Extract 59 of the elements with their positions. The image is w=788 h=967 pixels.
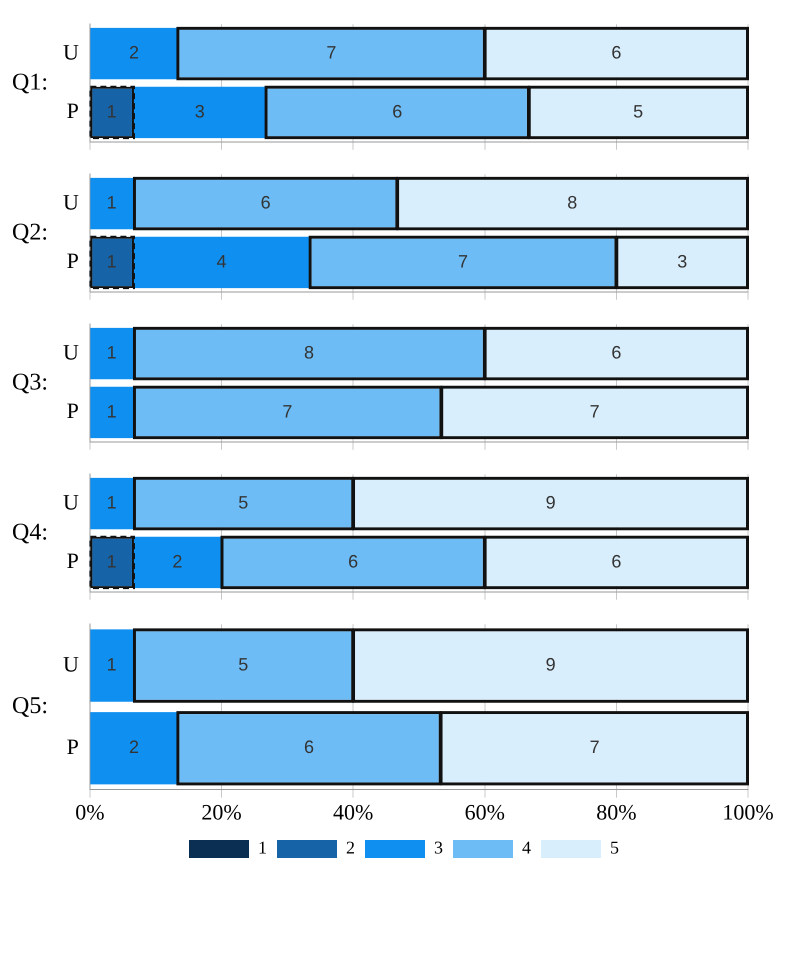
x-tick-label: 100% xyxy=(722,800,774,825)
y-axis-title: Q3: xyxy=(12,369,48,396)
annotation: 3 xyxy=(194,101,205,122)
legend-label: 2 xyxy=(346,838,355,858)
annotation: 8 xyxy=(304,342,314,363)
annotation: 7 xyxy=(590,401,600,422)
annotation: 2 xyxy=(128,42,139,63)
annotation: 1 xyxy=(106,342,117,363)
x-tick-label: 20% xyxy=(201,800,242,825)
y-tick-label: P xyxy=(66,98,79,124)
y-axis-title: Q1: xyxy=(12,69,48,96)
x-tick-label: 60% xyxy=(464,800,505,825)
annotation: 6 xyxy=(611,342,622,363)
annotation: 1 xyxy=(106,492,117,513)
y-tick-label: U xyxy=(62,189,79,214)
annotation: 5 xyxy=(633,101,644,122)
legend-label: 4 xyxy=(522,838,531,858)
legend-label: 1 xyxy=(258,838,267,858)
annotation: 1 xyxy=(106,551,117,572)
y-axis-title: Q2: xyxy=(12,219,48,246)
y-tick-label: U xyxy=(62,489,79,514)
x-tick-label: 80% xyxy=(596,800,637,825)
annotation: 1 xyxy=(106,654,117,675)
annotation: 6 xyxy=(611,42,622,63)
annotation: 7 xyxy=(590,737,600,758)
legend-label: 3 xyxy=(434,838,443,858)
annotation: 9 xyxy=(546,492,556,513)
annotation: 1 xyxy=(106,101,117,122)
annotation: 1 xyxy=(106,192,117,213)
y-tick-label: P xyxy=(66,248,79,274)
y-tick-label: P xyxy=(66,734,79,760)
y-tick-label: U xyxy=(62,651,79,676)
annotation: 6 xyxy=(348,551,358,572)
annotation: 6 xyxy=(304,737,314,758)
y-axis-title: Q5: xyxy=(12,693,48,720)
y-axis-title: Q4: xyxy=(12,519,48,546)
y-tick-label: U xyxy=(62,339,79,364)
annotation: 7 xyxy=(282,401,292,422)
y-tick-label: P xyxy=(66,398,79,424)
annotation: 5 xyxy=(238,654,248,675)
x-tick-label: 40% xyxy=(332,800,374,825)
x-tick-label: 0% xyxy=(75,800,105,825)
annotation: 2 xyxy=(172,551,182,572)
annotation: 6 xyxy=(260,192,271,213)
annotation: 9 xyxy=(546,654,556,675)
annotation: 5 xyxy=(238,492,248,513)
annotation: 8 xyxy=(567,192,578,213)
y-tick-label: P xyxy=(66,548,79,574)
annotation: 1 xyxy=(106,251,117,272)
annotation: 1 xyxy=(106,401,117,422)
annotation: 2 xyxy=(128,737,139,758)
y-tick-label: U xyxy=(62,39,79,64)
annotation: 7 xyxy=(326,42,336,63)
legend-label: 5 xyxy=(610,838,619,858)
annotation: 7 xyxy=(458,251,468,272)
annotation: 6 xyxy=(611,551,622,572)
annotation: 4 xyxy=(216,251,227,272)
annotation: 6 xyxy=(392,101,402,122)
annotation: 3 xyxy=(677,251,688,272)
